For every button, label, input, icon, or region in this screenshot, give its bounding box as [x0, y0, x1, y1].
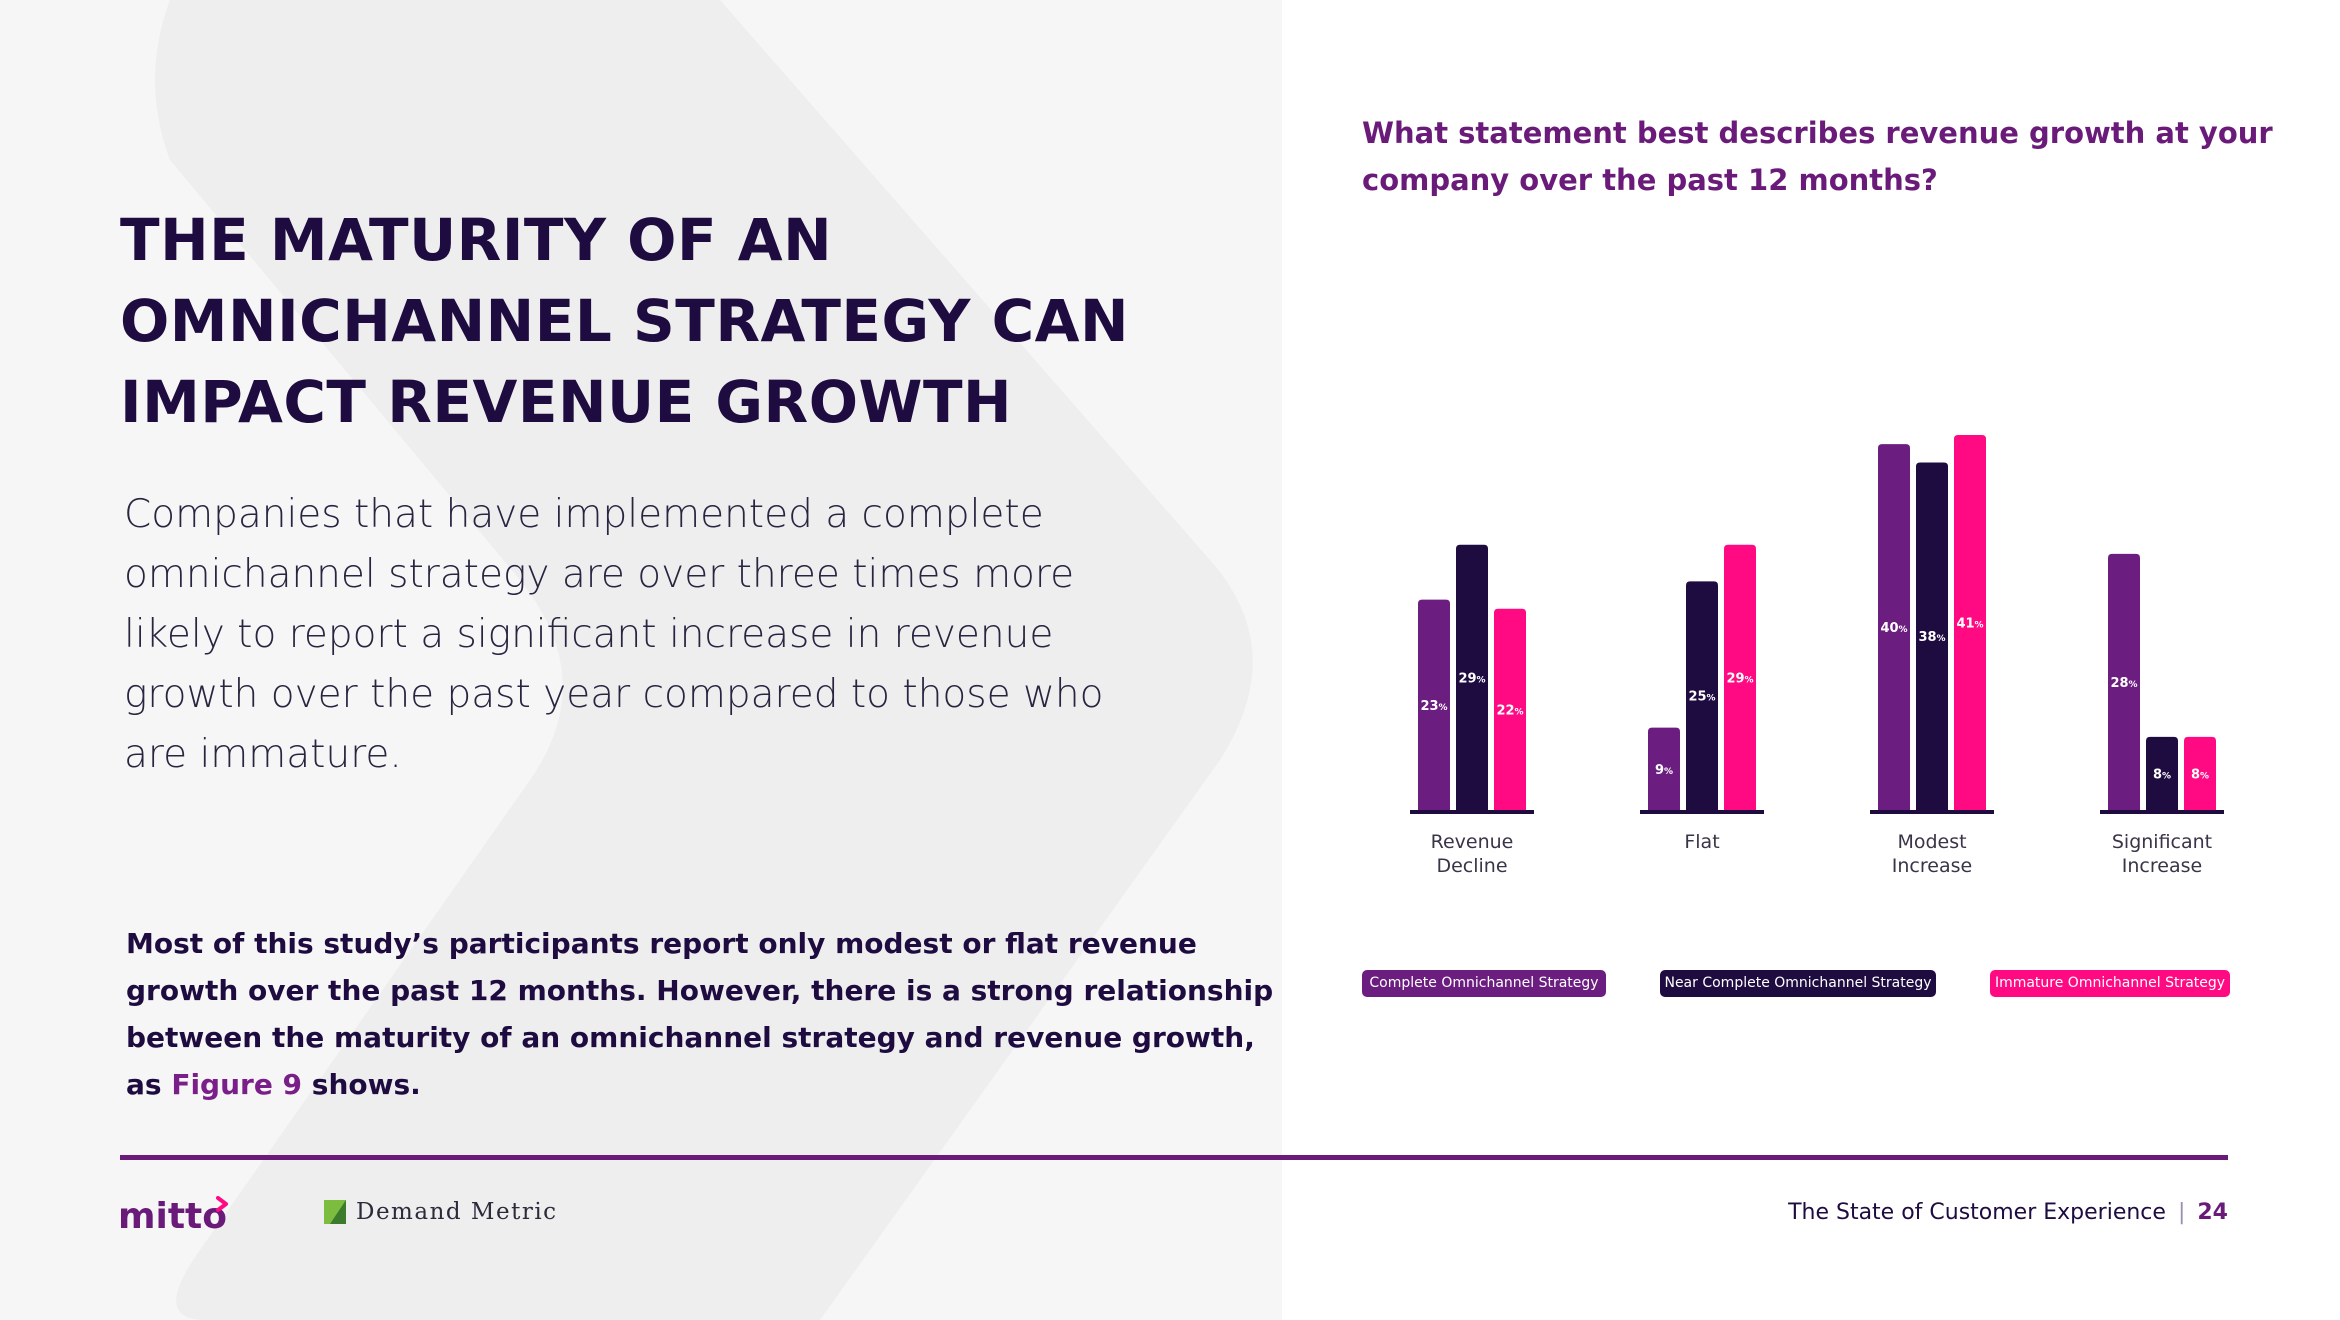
legend-complete-omnichannel: Complete Omnichannel Strategy — [1362, 970, 1606, 997]
bar-value-label: 8% — [2153, 767, 2171, 782]
bar — [1456, 544, 1488, 810]
intro-line: omnichannel strategy are over three time… — [124, 552, 1075, 597]
bar — [2184, 736, 2216, 810]
bar — [1916, 462, 1948, 810]
report-title: The State of Customer Experience — [1788, 1200, 2166, 1225]
category-label: Decline — [1436, 855, 1507, 877]
bar-value-label: 41% — [1956, 617, 1983, 632]
bar — [1724, 544, 1756, 810]
footer-report-info: The State of Customer Experience | 24 — [1788, 1196, 2228, 1230]
chart-question-line: What statement best describes revenue gr… — [1362, 116, 2273, 150]
bar — [1418, 599, 1450, 810]
bar-value-label: 38% — [1918, 630, 1945, 645]
demand-metric-icon — [324, 1200, 346, 1224]
bar-value-label: 29% — [1458, 671, 1485, 686]
bar — [1648, 727, 1680, 810]
category-label: Significant — [2112, 831, 2212, 853]
bar-value-label: 8% — [2191, 767, 2209, 782]
decorative-chevron-shape — [0, 0, 1282, 1320]
bar — [1494, 608, 1526, 810]
bar-value-label: 23% — [1420, 699, 1447, 714]
bar-value-label: 29% — [1726, 671, 1753, 686]
summary-line: between the maturity of an omnichannel s… — [126, 1021, 1255, 1054]
bar-value-label: 9% — [1655, 763, 1673, 778]
summary-text: shows. — [302, 1068, 421, 1101]
intro-line: are immature. — [124, 732, 402, 777]
intro-line: likely to report a significant increase … — [124, 612, 1054, 657]
chart-question-line: company over the past 12 months? — [1362, 163, 1938, 197]
category-label: Modest — [1897, 831, 1966, 853]
demand-metric-logo-text: Demand Metric — [356, 1199, 558, 1225]
category-label: Increase — [1892, 855, 1972, 877]
summary-paragraph: Most of this study’s participants report… — [126, 920, 1274, 1108]
left-panel: THE MATURITY OF AN OMNICHANNEL STRATEGY … — [0, 0, 1282, 1320]
summary-text: as — [126, 1068, 172, 1101]
intro-line: growth over the past year compared to th… — [124, 672, 1104, 717]
page-title-line: THE MATURITY OF AN — [120, 206, 833, 274]
chart-question: What statement best describes revenue gr… — [1362, 110, 2273, 204]
intro-line: Companies that have implemented a comple… — [124, 492, 1044, 537]
footer-divider — [120, 1155, 2228, 1160]
category-label: Flat — [1684, 831, 1719, 853]
summary-line: Most of this study’s participants report… — [126, 927, 1197, 960]
footer-separator: | — [2177, 1200, 2186, 1225]
category-label: Revenue — [1431, 831, 1514, 853]
bar — [1686, 581, 1718, 810]
page-title-line: OMNICHANNEL STRATEGY CAN — [120, 287, 1130, 355]
bar — [1954, 435, 1986, 810]
summary-line: as Figure 9 shows. — [126, 1061, 1226, 1108]
bar-value-label: 28% — [2110, 676, 2137, 691]
figure-9-link[interactable]: Figure 9 — [171, 1068, 303, 1101]
mitto-logo-text: mitto — [118, 1196, 227, 1237]
bar-value-label: 22% — [1496, 703, 1523, 718]
bar — [2146, 736, 2178, 810]
mitto-logo: mitto — [118, 1196, 228, 1237]
category-label: Increase — [2122, 855, 2202, 877]
legend-immature-omnichannel: Immature Omnichannel Strategy — [1990, 970, 2230, 997]
intro-paragraph: Companies that have implemented a comple… — [124, 485, 1204, 785]
page-title-line: IMPACT REVENUE GROWTH — [120, 368, 1013, 436]
summary-line: growth over the past 12 months. However,… — [126, 974, 1274, 1007]
page-title: THE MATURITY OF AN OMNICHANNEL STRATEGY … — [120, 200, 1220, 443]
bar — [1878, 444, 1910, 810]
bar — [2108, 553, 2140, 810]
legend-near-complete-omnichannel: Near Complete Omnichannel Strategy — [1660, 970, 1936, 997]
page-number: 24 — [2197, 1200, 2228, 1225]
bar-value-label: 40% — [1880, 621, 1907, 636]
bar-value-label: 25% — [1688, 690, 1715, 705]
